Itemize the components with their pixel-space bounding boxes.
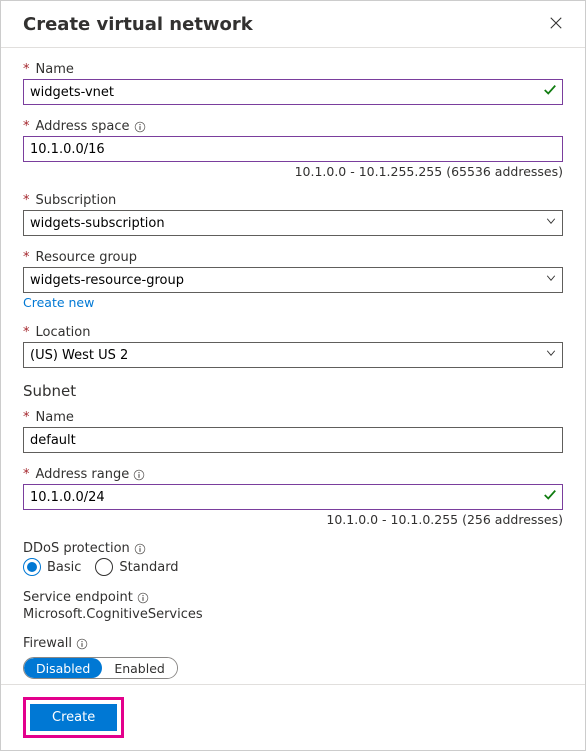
create-vnet-panel: Create virtual network * Name * Address …: [0, 0, 586, 751]
info-icon[interactable]: [134, 543, 146, 555]
label-subnet-address-range: * Address range: [23, 467, 563, 482]
firewall-toggle: Disabled Enabled: [23, 657, 178, 679]
label-text-address-space: Address space: [36, 119, 130, 134]
field-subnet-address-range: * Address range 10.1.0.0 - 10.1.0.255 (2…: [23, 467, 563, 527]
subnet-address-range-helper: 10.1.0.0 - 10.1.0.255 (256 addresses): [23, 512, 563, 527]
firewall-toggle-disabled[interactable]: Disabled: [24, 658, 102, 678]
label-text-name: Name: [36, 62, 74, 77]
panel-footer: Create: [1, 684, 585, 750]
label-text-location: Location: [36, 325, 91, 340]
ddos-radio-standard[interactable]: Standard: [95, 558, 178, 576]
subnet-heading: Subnet: [23, 382, 563, 400]
label-resource-group: * Resource group: [23, 250, 563, 265]
required-marker: *: [23, 467, 30, 482]
info-icon[interactable]: [76, 638, 88, 650]
ddos-radio-basic[interactable]: Basic: [23, 558, 81, 576]
label-text-service-endpoint: Service endpoint: [23, 590, 133, 605]
info-icon[interactable]: [133, 469, 145, 481]
panel-title: Create virtual network: [23, 14, 253, 35]
panel-body: * Name * Address space 10.1.0.0 - 10.1.2…: [1, 48, 585, 684]
name-input[interactable]: [23, 79, 563, 105]
label-text-firewall: Firewall: [23, 636, 72, 651]
ddos-radio-basic-label: Basic: [47, 560, 81, 575]
label-address-space: * Address space: [23, 119, 563, 134]
firewall-toggle-enabled[interactable]: Enabled: [102, 658, 177, 678]
subscription-select[interactable]: [23, 210, 563, 236]
field-location: * Location: [23, 325, 563, 368]
address-space-helper: 10.1.0.0 - 10.1.255.255 (65536 addresses…: [23, 164, 563, 179]
field-address-space: * Address space 10.1.0.0 - 10.1.255.255 …: [23, 119, 563, 179]
label-text-resource-group: Resource group: [36, 250, 138, 265]
subnet-address-range-input[interactable]: [23, 484, 563, 510]
close-icon: [549, 16, 563, 30]
label-text-subnet-address-range: Address range: [36, 467, 130, 482]
label-subscription: * Subscription: [23, 193, 563, 208]
address-space-input[interactable]: [23, 136, 563, 162]
label-location: * Location: [23, 325, 563, 340]
label-service-endpoint: Service endpoint: [23, 590, 563, 605]
info-icon[interactable]: [134, 121, 146, 133]
location-select[interactable]: [23, 342, 563, 368]
required-marker: *: [23, 193, 30, 208]
label-ddos: DDoS protection: [23, 541, 563, 556]
resource-group-select[interactable]: [23, 267, 563, 293]
label-firewall: Firewall: [23, 636, 563, 651]
field-subscription: * Subscription: [23, 193, 563, 236]
field-ddos: DDoS protection Basic Standard: [23, 541, 563, 576]
create-new-link[interactable]: Create new: [23, 295, 94, 310]
field-subnet-name: * Name: [23, 410, 563, 453]
field-firewall: Firewall Disabled Enabled: [23, 636, 563, 679]
info-icon[interactable]: [137, 592, 149, 604]
create-button[interactable]: Create: [30, 704, 117, 731]
field-name: * Name: [23, 62, 563, 105]
close-button[interactable]: [545, 11, 567, 37]
subnet-name-input[interactable]: [23, 427, 563, 453]
label-name: * Name: [23, 62, 563, 77]
service-endpoint-value: Microsoft.CognitiveServices: [23, 607, 563, 622]
required-marker: *: [23, 62, 30, 77]
field-service-endpoint: Service endpoint Microsoft.CognitiveServ…: [23, 590, 563, 622]
label-text-subnet-name: Name: [36, 410, 74, 425]
required-marker: *: [23, 410, 30, 425]
required-marker: *: [23, 250, 30, 265]
ddos-radio-standard-label: Standard: [119, 560, 178, 575]
panel-header: Create virtual network: [1, 1, 585, 48]
label-text-ddos: DDoS protection: [23, 541, 130, 556]
label-subnet-name: * Name: [23, 410, 563, 425]
field-resource-group: * Resource group Create new: [23, 250, 563, 311]
label-text-subscription: Subscription: [36, 193, 117, 208]
ddos-radio-group: Basic Standard: [23, 558, 563, 576]
create-highlight-box: Create: [23, 697, 124, 738]
required-marker: *: [23, 119, 30, 134]
required-marker: *: [23, 325, 30, 340]
